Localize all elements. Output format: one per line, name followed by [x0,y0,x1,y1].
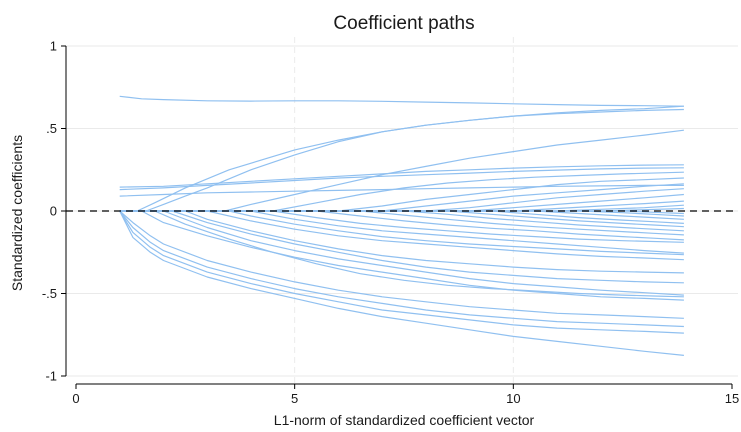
coefficient-path-line [119,210,684,284]
coefficient-path-line [119,210,684,296]
x-tick-label: 10 [506,391,520,406]
y-axis-label: Standardized coefficients [9,135,25,291]
x-tick-label: 15 [725,391,739,406]
coefficient-path-line [119,210,684,243]
coefficient-path-line [119,210,684,319]
coefficient-path-line [119,210,684,328]
coefficient-path-line [119,210,684,356]
coefficient-path-line [119,164,684,188]
coefficient-path-line [119,210,684,241]
x-tick-label: 0 [72,391,79,406]
coefficient-path-line [119,167,684,191]
coefficient-path-line [119,183,684,212]
coefficient-path-line [119,171,684,212]
coefficient-path-line [119,210,684,256]
axes [61,45,733,389]
coefficient-path-line [119,184,684,197]
coefficient-path-line [119,210,684,301]
coefficient-path-line [119,210,684,298]
coefficient-path-line [119,210,684,274]
x-axis-label: L1-norm of standardized coefficient vect… [274,412,535,428]
coefficient-path-line [119,177,684,212]
coefficient-path-line [119,210,684,334]
y-tick-label: 1 [50,39,57,54]
tick-labels: -1-.50.510 5 10 15 [42,39,739,407]
coefficient-path-line [119,210,684,261]
y-tick-label: .5 [46,121,57,136]
coefficient-path-line [119,210,684,254]
coefficient-path-line [119,210,684,232]
x-tick-label: 5 [291,391,298,406]
y-tick-label: -.5 [42,286,57,301]
coefficient-path-line [119,210,684,236]
y-tick-label: -1 [45,369,57,384]
coefficient-path-line [119,129,684,212]
coefficient-path-line [119,95,684,107]
coefficient-path-line [119,105,684,212]
y-tick-label: 0 [50,204,57,219]
chart-title: Coefficient paths [333,13,474,34]
